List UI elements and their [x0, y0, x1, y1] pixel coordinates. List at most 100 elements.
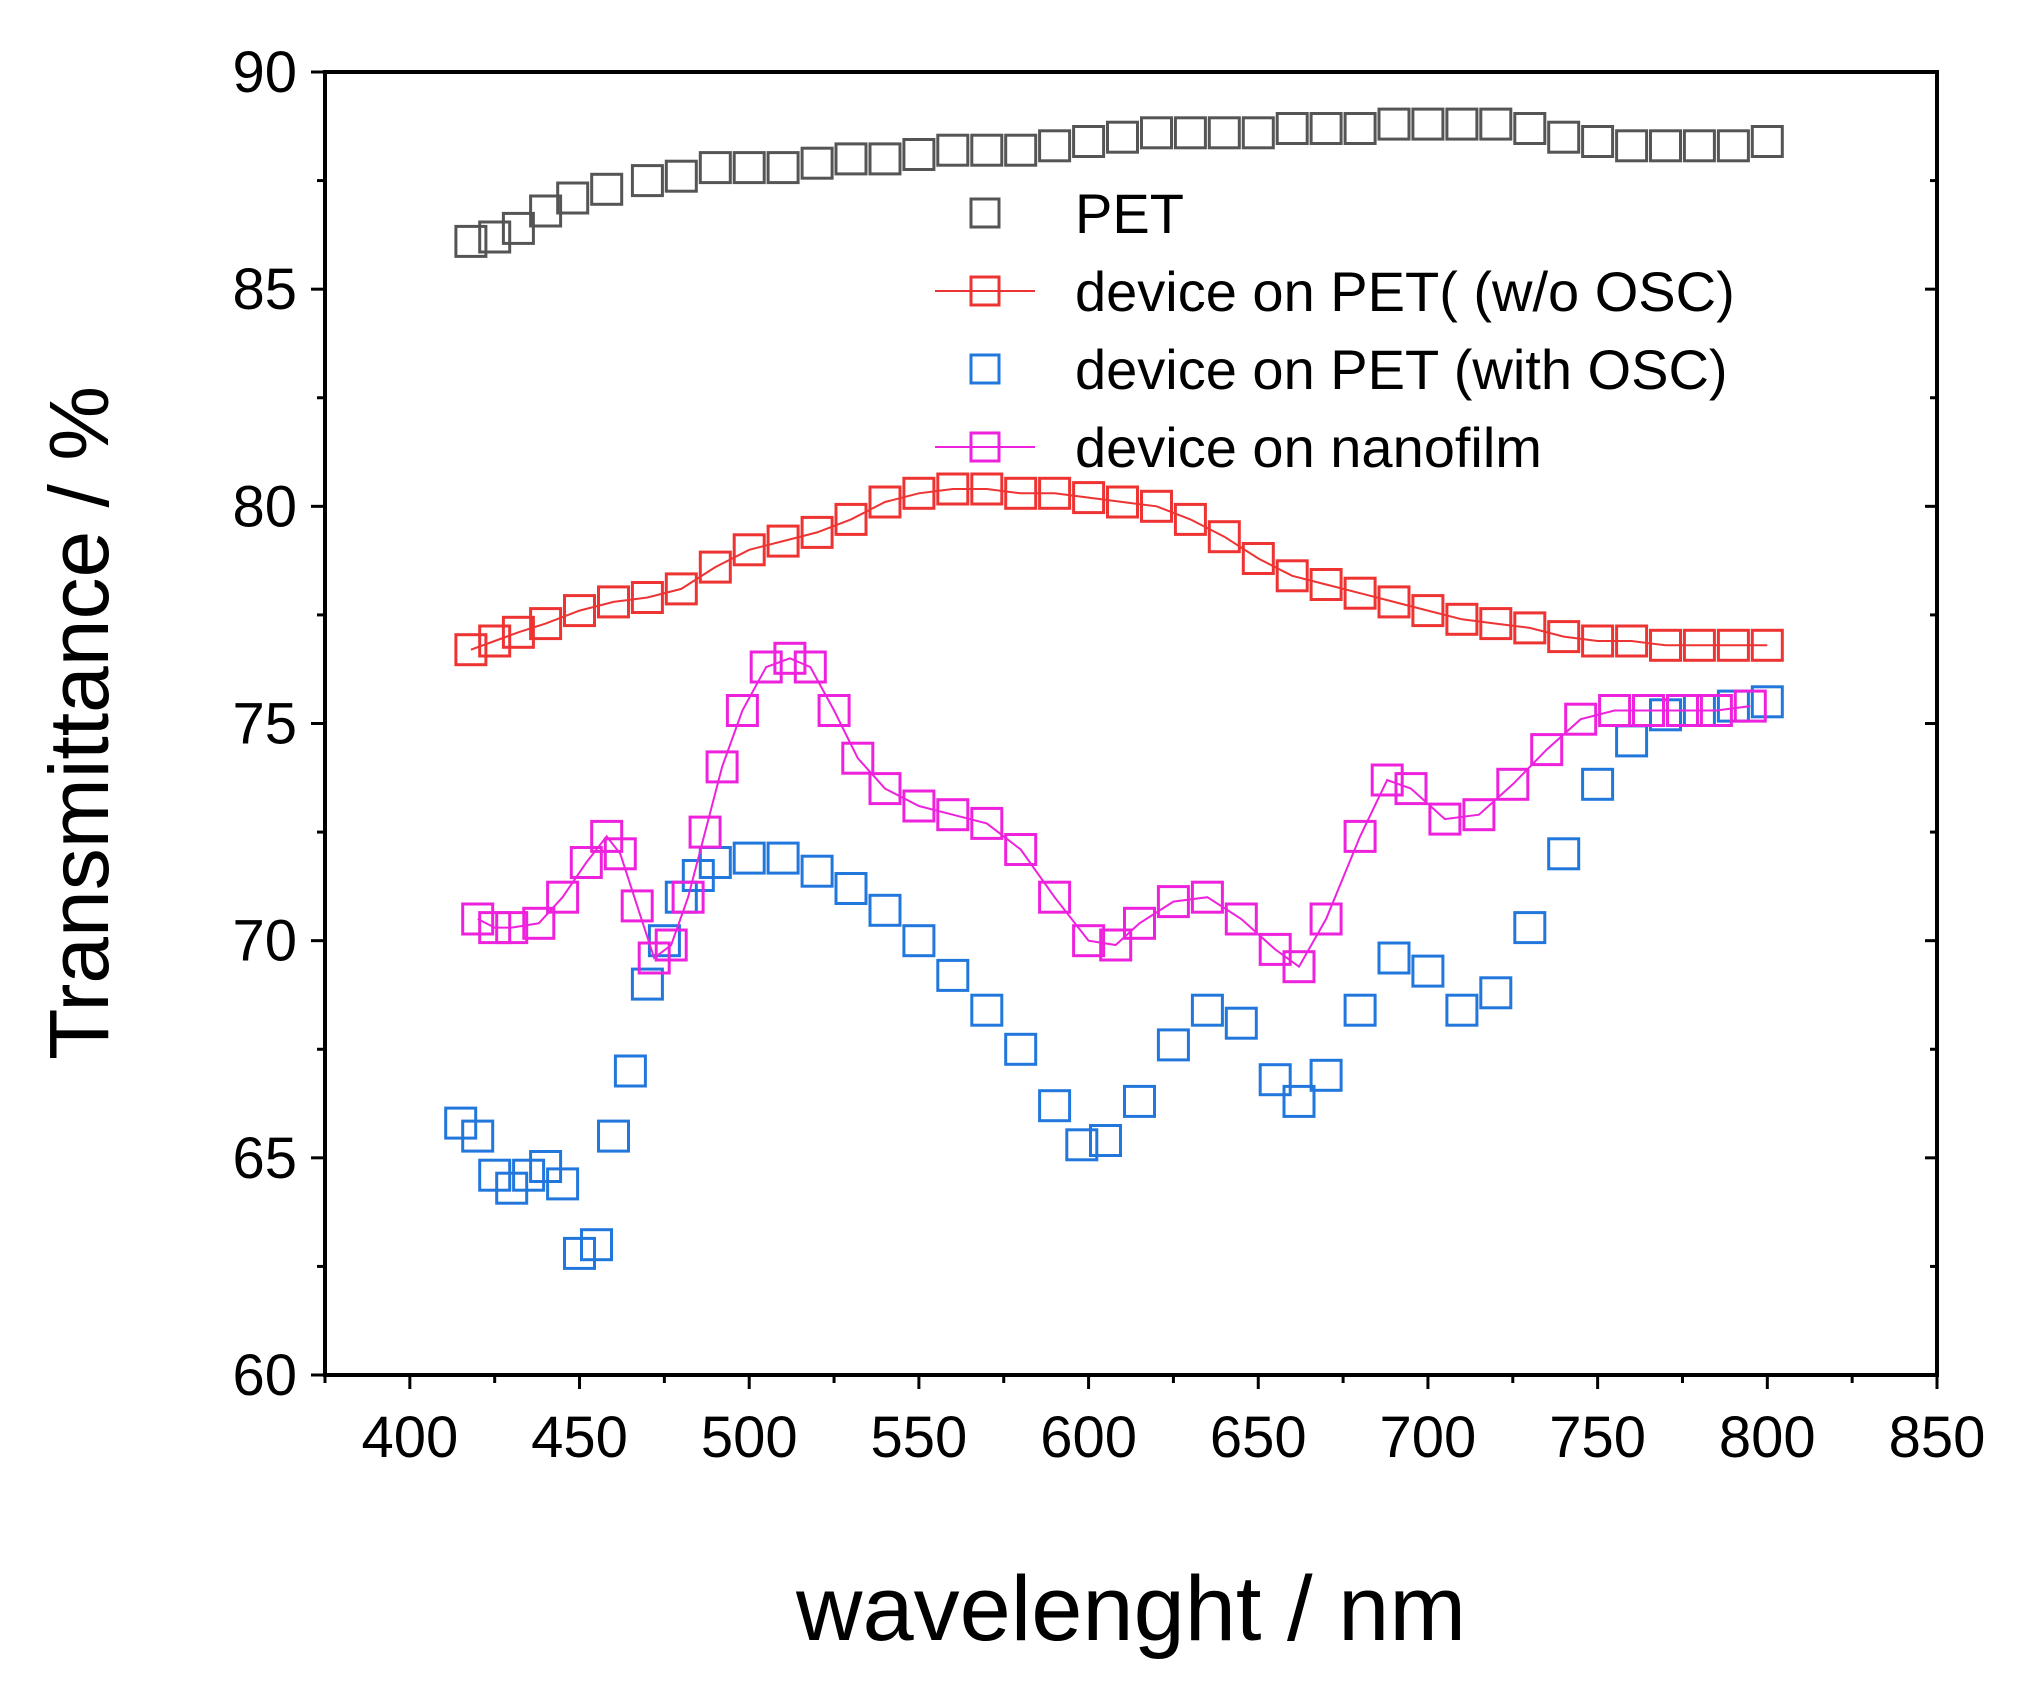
- data-point: [1275, 559, 1309, 593]
- data-point: [1547, 837, 1581, 871]
- data-point: [936, 958, 970, 992]
- data-point: [1445, 993, 1479, 1027]
- data-point: [1649, 698, 1682, 732]
- data-point: [495, 1171, 529, 1205]
- legend-entry: PET: [1075, 182, 1184, 245]
- data-point: [1513, 112, 1547, 145]
- data-point: [834, 502, 868, 536]
- x-tick-label: 450: [531, 1405, 628, 1470]
- data-point: [637, 941, 671, 975]
- legend-entry: device on PET (with OSC): [1075, 338, 1728, 401]
- data-point: [732, 533, 766, 567]
- data-point: [1282, 950, 1316, 984]
- data-point: [1309, 902, 1343, 936]
- data-point: [1241, 116, 1275, 150]
- data-point: [936, 798, 970, 832]
- data-point: [563, 594, 596, 628]
- legend-marker: [969, 431, 1001, 463]
- data-point: [766, 841, 800, 875]
- data-point: [529, 1150, 563, 1183]
- y-axis-title: Transmittance / %: [32, 386, 126, 1060]
- data-point: [732, 841, 766, 875]
- data-point: [1496, 767, 1530, 801]
- data-point: [1750, 685, 1784, 719]
- data-point: [597, 1119, 630, 1153]
- y-tick-label: 80: [232, 474, 297, 539]
- data-point: [620, 889, 654, 923]
- data-point: [800, 146, 834, 180]
- data-point: [1072, 924, 1106, 958]
- x-tick-label: 550: [871, 1405, 968, 1470]
- data-point: [1224, 902, 1258, 936]
- data-point: [1038, 129, 1072, 163]
- data-point: [1038, 880, 1072, 914]
- data-point: [529, 607, 563, 641]
- data-point: [698, 846, 732, 879]
- data-point: [681, 859, 715, 892]
- data-point: [1598, 694, 1632, 727]
- data-point: [1649, 628, 1682, 662]
- data-point: [1343, 993, 1377, 1027]
- data-point: [970, 993, 1004, 1027]
- data-point: [444, 1106, 478, 1140]
- y-tick-label: 85: [232, 257, 297, 322]
- data-point: [834, 872, 868, 905]
- data-point: [478, 911, 512, 945]
- data-point: [1282, 1084, 1316, 1118]
- data-point: [1207, 520, 1241, 554]
- data-point: [1750, 628, 1784, 662]
- x-tick-label: 850: [1889, 1405, 1986, 1470]
- series-3: [461, 641, 1767, 984]
- series-1: [454, 472, 1784, 667]
- data-point: [1530, 733, 1564, 767]
- data-point: [1411, 107, 1445, 141]
- data-point: [1377, 585, 1411, 619]
- data-point: [936, 133, 970, 167]
- data-point: [664, 572, 698, 606]
- y-tick-label: 65: [232, 1126, 297, 1191]
- data-point: [1699, 694, 1733, 727]
- y-tick-label: 60: [232, 1343, 297, 1408]
- data-point: [1479, 976, 1513, 1010]
- data-point: [1547, 620, 1581, 654]
- data-point: [630, 164, 664, 198]
- data-point: [630, 967, 664, 1001]
- data-point: [1224, 1006, 1258, 1040]
- data-point: [817, 694, 851, 727]
- data-point: [1394, 772, 1428, 806]
- data-point: [1343, 112, 1377, 145]
- data-point: [461, 902, 495, 936]
- data-point: [1445, 602, 1479, 636]
- data-point: [512, 1158, 546, 1192]
- data-point: [580, 1228, 613, 1262]
- data-point: [671, 880, 705, 914]
- data-point: [454, 224, 488, 258]
- data-point: [1275, 112, 1309, 145]
- data-point: [749, 650, 783, 684]
- x-tick-label: 500: [701, 1405, 798, 1470]
- data-point: [1065, 1128, 1099, 1162]
- data-point: [1038, 476, 1072, 510]
- data-point: [800, 515, 834, 549]
- data-point: [1581, 767, 1615, 801]
- data-point: [970, 472, 1004, 506]
- data-point: [800, 854, 834, 888]
- series-layer: [444, 107, 1784, 1270]
- data-point: [1241, 542, 1275, 575]
- data-point: [1479, 607, 1513, 641]
- x-tick-label: 400: [361, 1405, 458, 1470]
- data-point: [1106, 485, 1139, 519]
- data-point: [495, 911, 529, 945]
- data-point: [868, 893, 902, 927]
- series-line: [477, 657, 1751, 969]
- data-point: [1445, 107, 1479, 141]
- data-point: [698, 550, 732, 584]
- data-point: [1004, 833, 1038, 866]
- data-point: [1411, 594, 1445, 628]
- data-point: [1309, 568, 1343, 601]
- data-point: [1309, 1058, 1343, 1092]
- y-tick-label: 70: [232, 909, 297, 974]
- data-point: [613, 1054, 647, 1088]
- data-point: [1581, 624, 1615, 658]
